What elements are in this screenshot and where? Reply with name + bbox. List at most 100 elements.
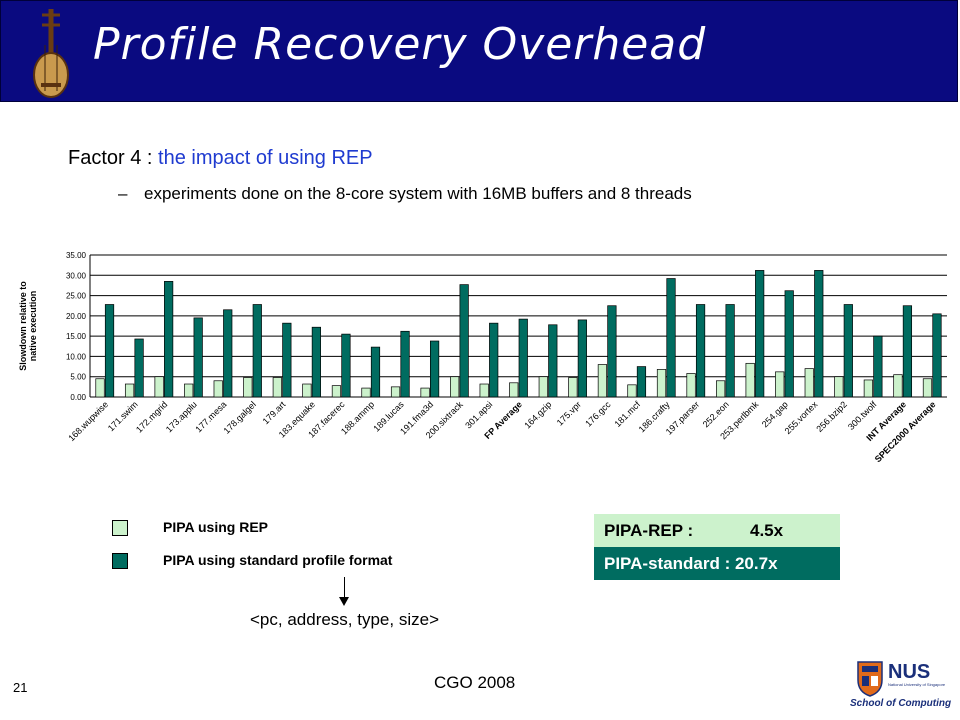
x-tick-label: 179.art (261, 399, 288, 426)
bar-standard (489, 322, 499, 398)
bullet-text: experiments done on the 8-core system wi… (144, 184, 692, 203)
bar-standard (548, 324, 558, 398)
bar-standard (429, 340, 440, 398)
bar-rep (716, 380, 726, 398)
bar-rep (272, 377, 282, 398)
x-tick-label: 172.mgrid (134, 399, 169, 434)
bar-standard (252, 304, 262, 398)
bar-rep (656, 369, 667, 398)
bar-standard (164, 281, 174, 398)
bar-standard (193, 317, 203, 398)
pipa-lute-icon (33, 9, 69, 98)
bar-rep (243, 377, 253, 398)
bar-rep (863, 379, 873, 398)
bar-rep (922, 378, 933, 398)
bar-standard (902, 305, 913, 398)
y-axis-label: Slowdown relative tonative execution (18, 281, 38, 371)
legend-swatch-standard (112, 553, 128, 569)
bar-rep (184, 383, 194, 398)
x-tick-label: 168.wupwise (66, 399, 110, 443)
x-tick-label: 178.galgel (221, 399, 257, 435)
slowdown-bar-chart: 0.00 5.00 10.00 15.00 20.00 25.00 30.00 35.00 Sl… (18, 251, 947, 464)
nus-logo: NUS National University of Singapore Sch… (850, 661, 951, 709)
bullet-dash: – (118, 184, 128, 203)
bar-standard (341, 333, 351, 398)
bar-standard (636, 366, 647, 398)
x-tick-label: 181.mcf (612, 399, 642, 429)
bar-standard (695, 304, 706, 398)
x-tick-label: 164.gzip (522, 399, 553, 430)
y-tick-label: 0.00 (70, 393, 86, 402)
factor-topic: the impact of using REP (158, 147, 373, 169)
factor-label: Factor 4 : (68, 147, 159, 169)
bar-standard (843, 304, 853, 398)
arrow-down-icon (339, 597, 349, 606)
bar-rep (597, 364, 608, 398)
x-tick-label: 175.vpr (555, 399, 583, 427)
bar-standard (370, 346, 381, 398)
nus-logo-school: School of Computing (850, 698, 951, 709)
nus-logo-subtitle: National University of Singapore (888, 682, 946, 687)
bar-rep (804, 368, 814, 398)
bar-rep (509, 382, 519, 398)
x-tick-label: 173.applu (164, 399, 199, 434)
bar-rep (361, 387, 371, 398)
bar-rep (538, 376, 548, 398)
bar-rep (775, 371, 785, 398)
bar-standard (725, 304, 735, 398)
x-tick-label: 252.eon (701, 399, 731, 429)
bar-standard (607, 305, 617, 398)
y-tick-label: 15.00 (66, 332, 87, 341)
bar-rep (302, 383, 312, 398)
summary-standard: PIPA-standard : 20.7x (594, 547, 840, 580)
bar-rep (745, 362, 755, 398)
y-tick-label: 20.00 (66, 312, 87, 321)
bar-standard (459, 284, 469, 398)
bullet-item: – experiments done on the 8-core system w… (118, 184, 692, 204)
bar-rep (893, 374, 903, 398)
bar-standard (784, 290, 794, 398)
bar-rep (213, 380, 223, 398)
title-bar: Profile Recovery Overhead (0, 0, 958, 102)
bar-rep (331, 385, 342, 398)
footer-text: CGO 2008 (434, 673, 516, 692)
bar-standard (282, 322, 292, 398)
bar-standard (311, 326, 321, 398)
bar-rep (124, 383, 135, 398)
bar-standard (577, 319, 587, 398)
legend-swatch-rep (112, 520, 128, 536)
bar-standard (932, 313, 942, 398)
y-tick-label: 30.00 (66, 271, 87, 280)
slide-title: Profile Recovery Overhead (93, 19, 707, 70)
y-tick-label: 10.00 (66, 352, 87, 361)
bar-rep (568, 377, 578, 398)
bar-standard (814, 270, 824, 398)
bar-standard (104, 304, 115, 398)
bar-standard (134, 338, 144, 398)
bar-rep (95, 378, 105, 398)
x-tick-label: 256.bzip2 (814, 399, 849, 434)
arrow-shaft (344, 577, 345, 599)
bar-rep (834, 376, 844, 398)
x-tick-label: 254.gap (760, 399, 790, 429)
summary-rep-label: PIPA-REP : (604, 521, 694, 540)
bar-standard (223, 309, 233, 398)
bar-standard (666, 278, 676, 398)
y-tick-label: 25.00 (66, 292, 87, 301)
nus-logo-text: NUS (888, 661, 930, 683)
summary-rep-value: 4.5x (750, 521, 784, 540)
page-number: 21 (13, 680, 28, 695)
legend-label-standard: PIPA using standard profile format (163, 552, 393, 568)
bar-rep (390, 386, 401, 398)
bar-standard (873, 335, 883, 398)
y-tick-label: 35.00 (66, 251, 87, 260)
bar-rep (479, 383, 489, 398)
y-tick-label: 5.00 (70, 373, 86, 382)
legend-label-rep: PIPA using REP (163, 519, 269, 535)
bar-rep (154, 376, 164, 398)
bar-rep (420, 387, 430, 398)
bar-standard (518, 318, 528, 398)
bar-standard (400, 330, 410, 398)
summary-rep: PIPA-REP : 4.5x (594, 514, 840, 547)
bar-rep (627, 384, 637, 398)
